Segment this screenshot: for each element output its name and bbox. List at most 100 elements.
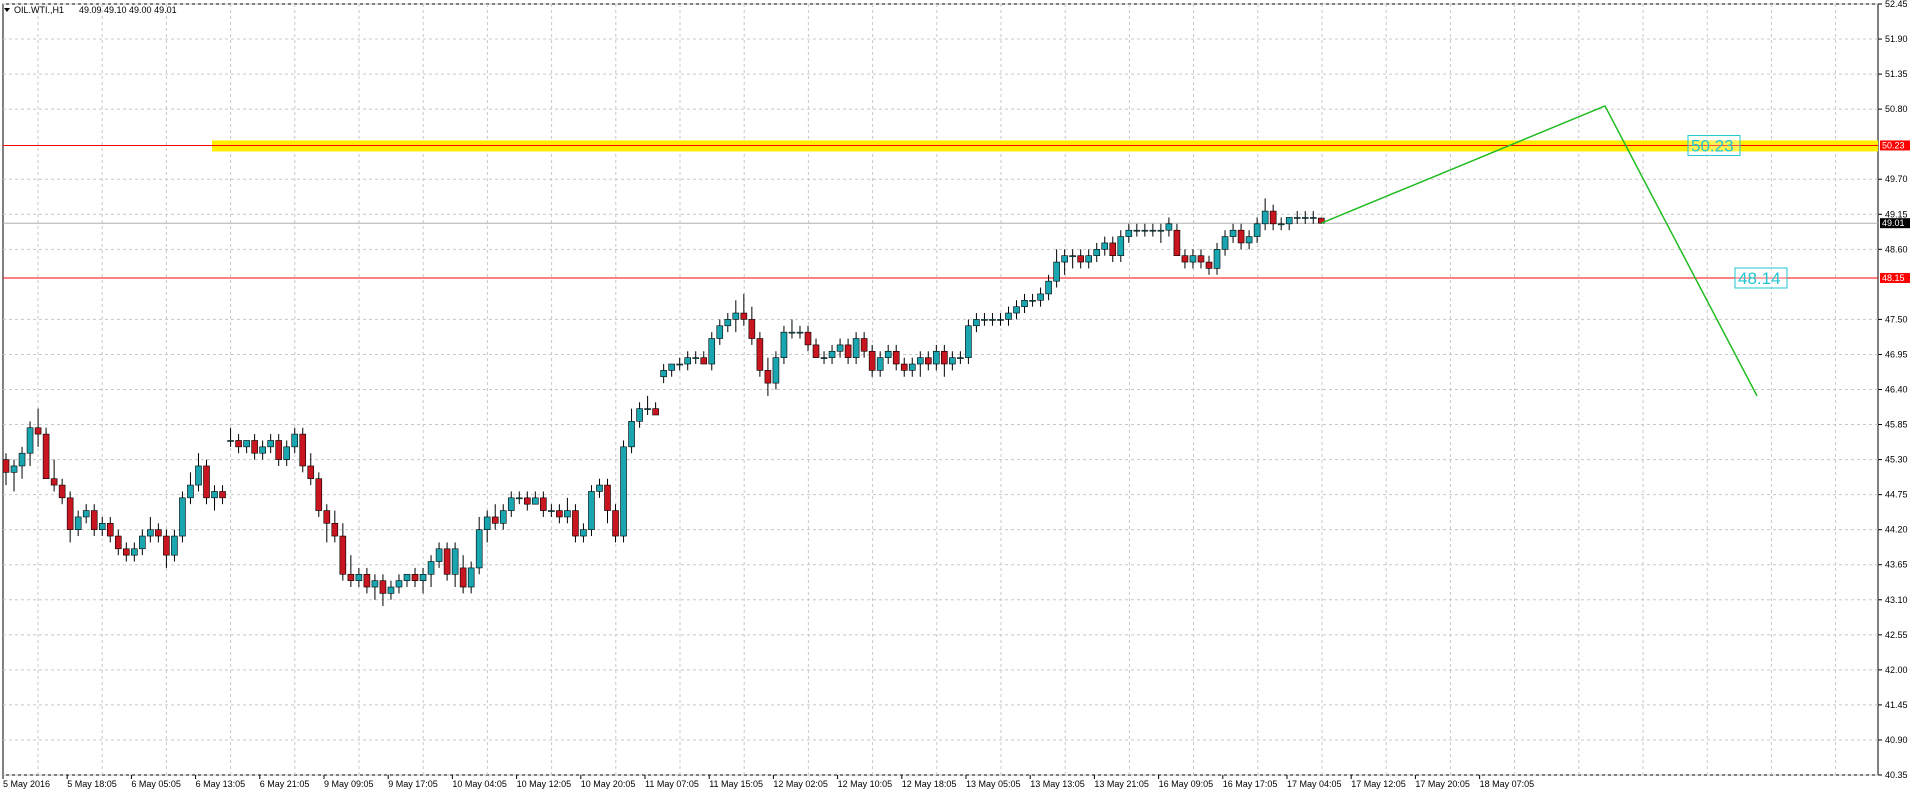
bull-candle	[716, 325, 724, 339]
candles	[2, 198, 1325, 607]
bull-candle	[419, 573, 427, 581]
bull-candle	[852, 338, 860, 358]
x-tick-label: 13 May 05:05	[966, 779, 1021, 789]
bull-candle	[796, 331, 804, 334]
bear-candle	[1077, 255, 1084, 263]
bear-candle	[275, 440, 282, 460]
bull-candle	[908, 363, 916, 371]
bull-candle	[1293, 217, 1301, 219]
x-tick-label: 18 May 07:05	[1480, 779, 1535, 789]
y-tick-label: 49.70	[1885, 174, 1908, 184]
x-tick-label: 10 May 12:05	[517, 779, 572, 789]
bull-candle	[18, 452, 26, 467]
bull-candle	[1309, 217, 1317, 219]
bull-candle	[291, 433, 299, 448]
bear-candle	[612, 510, 619, 537]
bull-candle	[628, 421, 635, 448]
bear-candle	[1205, 261, 1213, 269]
bear-candle	[219, 491, 226, 499]
x-tick-label: 6 May 21:05	[260, 779, 310, 789]
bull-candle	[1117, 236, 1125, 256]
bull-candle	[828, 350, 836, 358]
x-tick-label: 10 May 04:05	[452, 779, 507, 789]
bear-candle	[323, 510, 331, 524]
bear-candle	[1109, 242, 1117, 256]
bear-candle	[251, 440, 258, 454]
bear-candle	[363, 573, 371, 588]
bull-candle	[684, 357, 692, 365]
bull-candle	[475, 529, 483, 569]
y-tick-label: 43.10	[1885, 595, 1908, 605]
bear-candle	[379, 580, 387, 594]
dropdown-triangle-icon[interactable]	[4, 8, 10, 12]
bull-candle	[1157, 229, 1165, 232]
price-marker-box	[1880, 272, 1910, 283]
chart-header: OIL.WTI.,H1 49.09 49.10 49.00 49.01	[4, 5, 177, 15]
bull-candle	[1013, 306, 1020, 314]
price-marker-box	[1880, 218, 1910, 229]
bear-candle	[892, 350, 900, 365]
bear-candle	[804, 331, 812, 346]
bull-candle	[916, 357, 924, 365]
x-tick-label: 16 May 09:05	[1159, 779, 1214, 789]
price-marker-box	[1880, 140, 1910, 151]
projection-path[interactable]	[1320, 104, 1758, 397]
bull-candle	[1037, 293, 1044, 301]
bear-candle	[58, 484, 66, 499]
bear-candle	[331, 523, 339, 537]
y-tick-label: 43.65	[1885, 560, 1908, 570]
bull-candle	[1261, 210, 1269, 225]
bear-candle	[1173, 229, 1181, 256]
y-tick-label: 44.75	[1885, 490, 1908, 500]
y-tick-label: 48.60	[1885, 244, 1908, 254]
x-tick-label: 9 May 17:05	[388, 779, 438, 789]
price-marker-label: 48.15	[1882, 273, 1905, 283]
bull-candle	[564, 510, 571, 518]
bull-candle	[1045, 280, 1052, 295]
x-tick-label: 13 May 21:05	[1094, 779, 1149, 789]
bear-candle	[556, 510, 563, 518]
bear-candle	[924, 357, 932, 365]
y-tick-label: 52.45	[1885, 0, 1908, 9]
bear-candle	[941, 350, 948, 365]
bear-candle	[491, 516, 499, 524]
bull-candle	[187, 484, 194, 499]
bull-candle	[1221, 236, 1229, 250]
bull-candle	[820, 357, 828, 359]
bear-candle	[572, 510, 579, 537]
horizontal-lines	[3, 144, 1878, 279]
line-value-label: 50.23	[1691, 136, 1734, 155]
y-tick-label: 44.20	[1885, 525, 1908, 535]
bull-candle	[668, 363, 675, 371]
bull-candle	[355, 573, 363, 581]
bull-candle	[1053, 261, 1060, 282]
bull-candle	[451, 548, 459, 575]
bull-candle	[1021, 299, 1028, 307]
bear-candle	[155, 529, 162, 537]
price-marker-label: 50.23	[1882, 140, 1905, 150]
price-labels: 50.23 48.14	[1687, 134, 1788, 289]
x-tick-label: 17 May 04:05	[1287, 779, 1342, 789]
bear-candle	[114, 535, 122, 550]
bear-candle	[604, 484, 611, 511]
bear-candle	[812, 344, 820, 358]
bull-candle	[483, 516, 491, 530]
bear-candle	[459, 567, 467, 588]
bear-candle	[764, 370, 772, 384]
x-tick-label: 5 May 18:05	[67, 779, 117, 789]
x-tick-label: 11 May 15:05	[709, 779, 763, 789]
line-value-box	[1687, 134, 1741, 156]
bull-candle	[692, 357, 700, 359]
bull-candle	[596, 484, 603, 492]
bull-candle	[515, 497, 523, 500]
bear-candle	[123, 548, 130, 556]
x-tick-label: 5 May 2016	[3, 779, 50, 789]
bull-candle	[1285, 217, 1293, 225]
bull-candle	[620, 446, 627, 537]
bull-candle	[1277, 223, 1285, 226]
bull-candle	[836, 344, 844, 352]
bear-candle	[339, 535, 347, 575]
y-tick-label: 46.40	[1885, 385, 1908, 395]
bear-candle	[66, 497, 74, 530]
